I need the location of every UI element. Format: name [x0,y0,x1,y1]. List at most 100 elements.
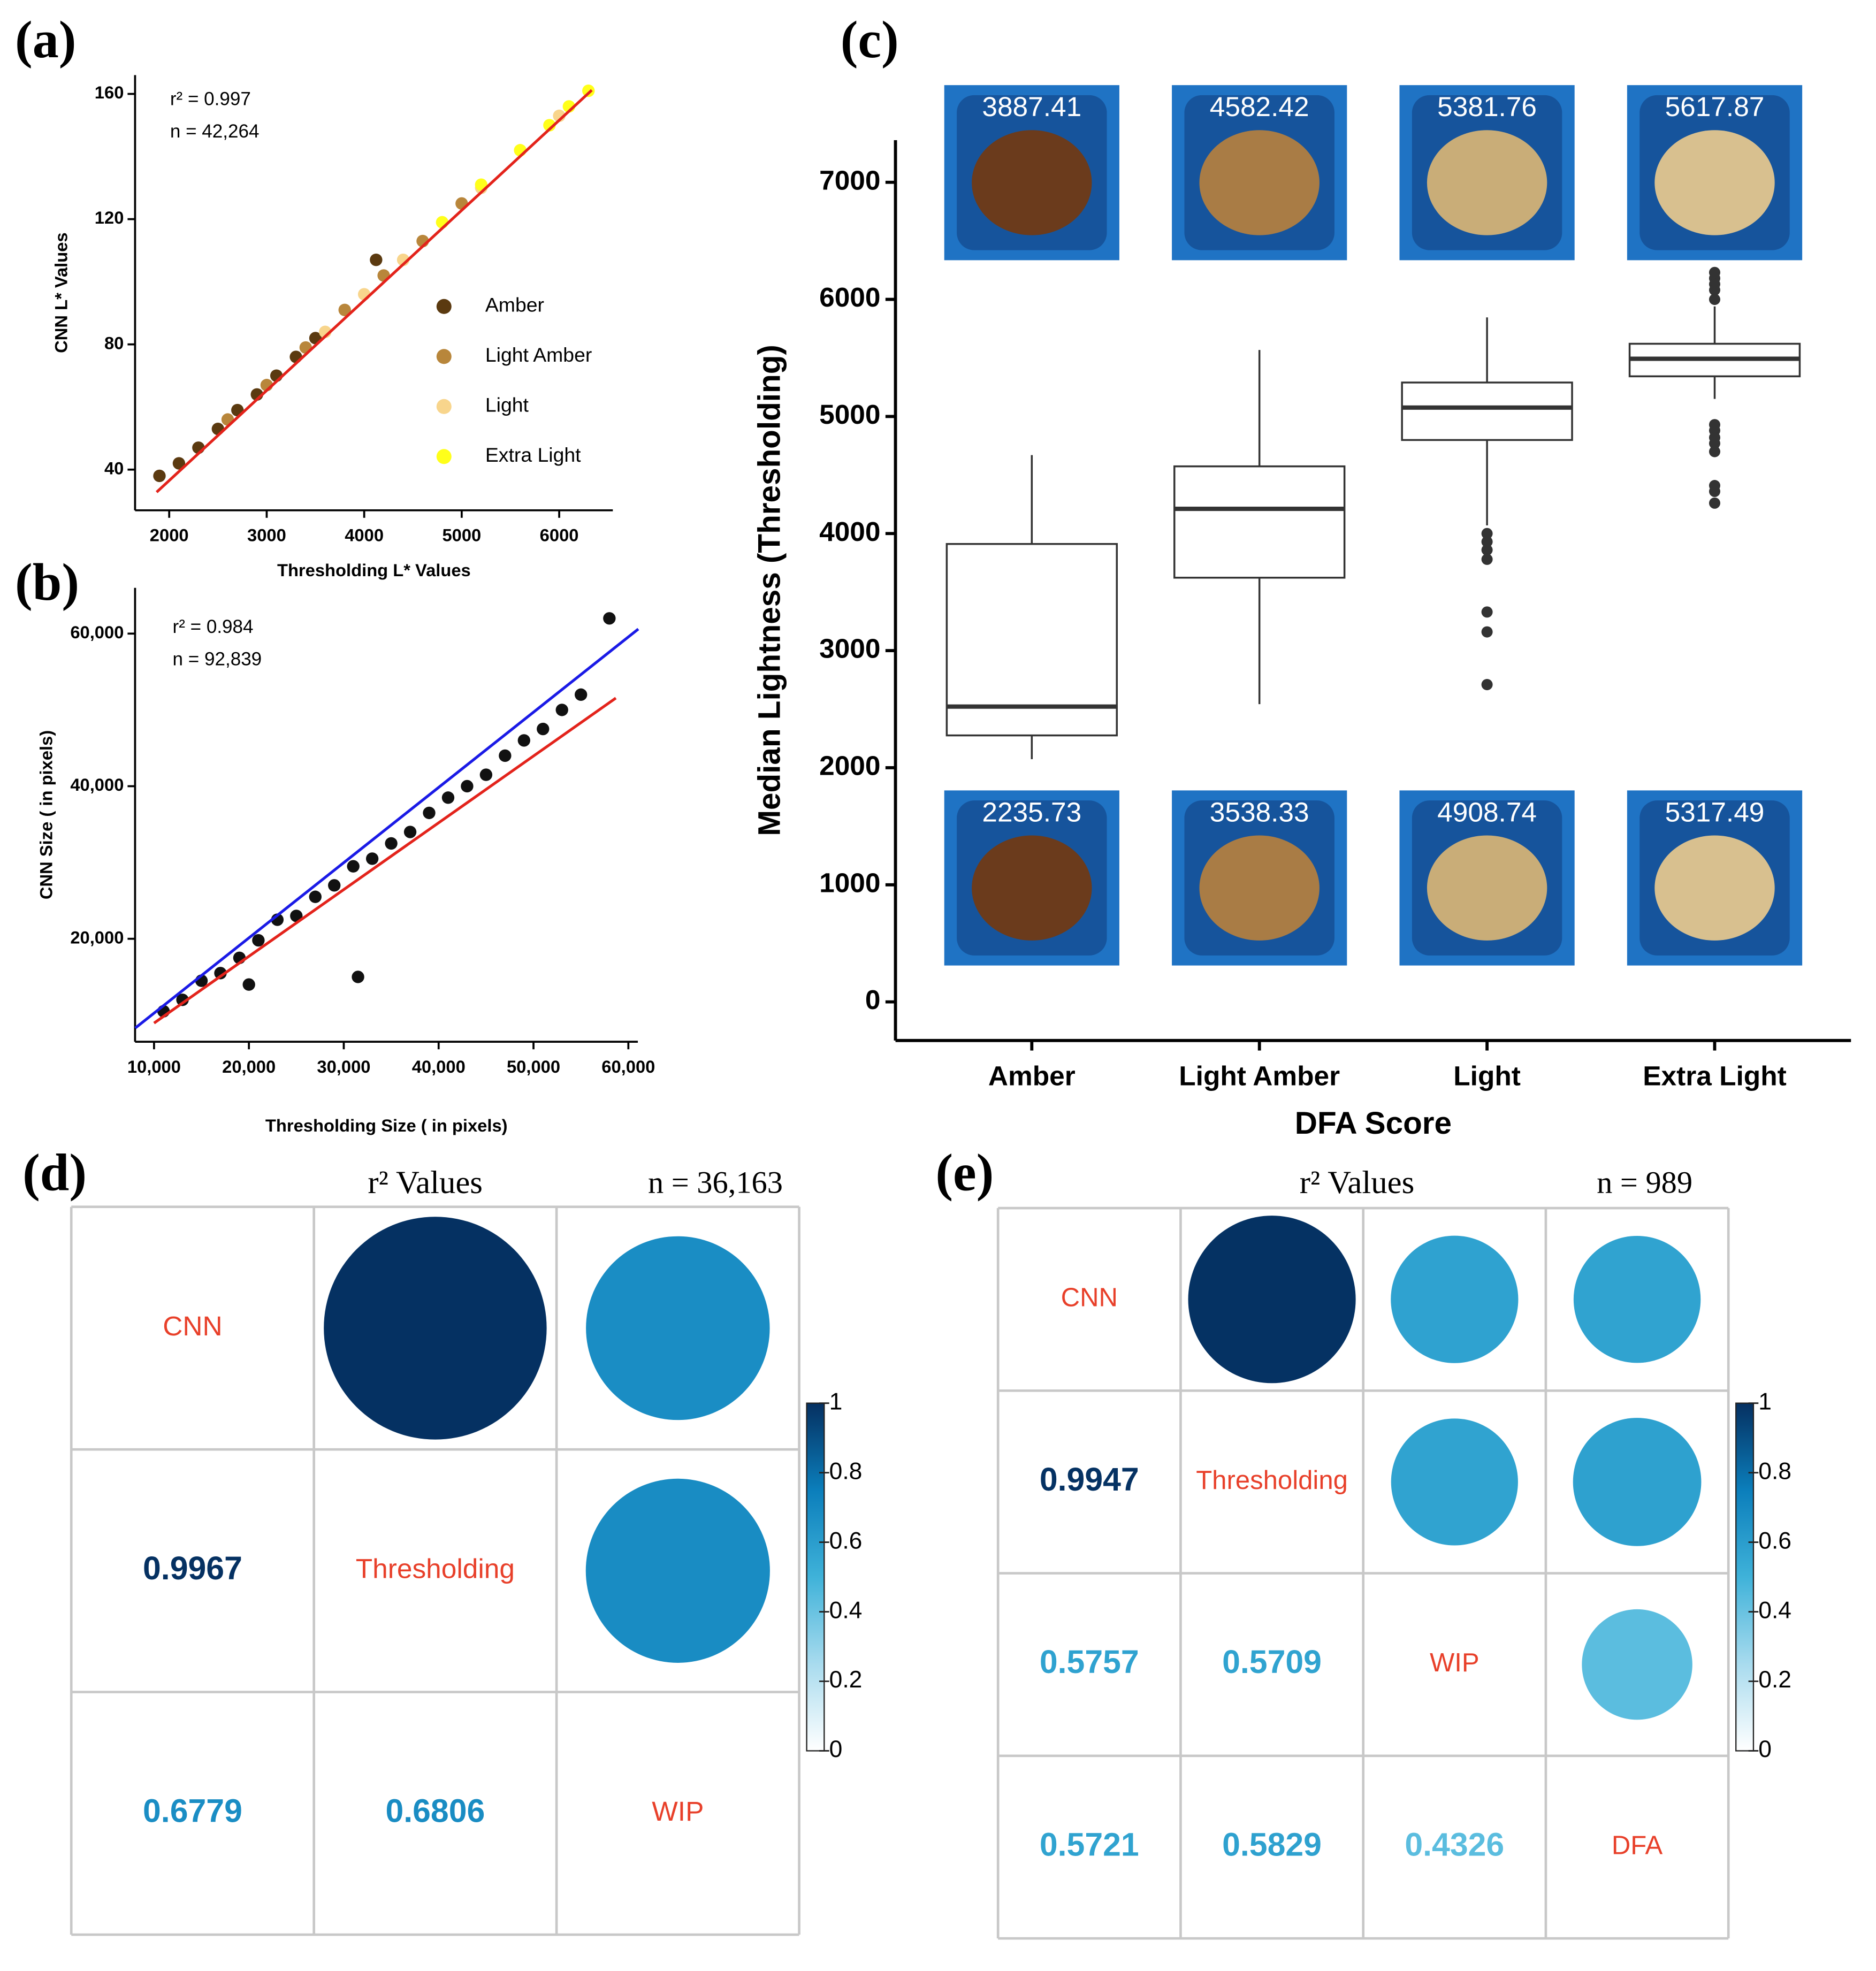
colorbar [806,1402,825,1752]
thumbnail-label: 5317.49 [1665,796,1765,827]
value-label: 0.5829 [1222,1826,1322,1862]
y-tick-label: 20,000 [70,927,124,947]
legend-label: Amber [485,294,544,316]
variable-label: Thresholding [1196,1466,1348,1495]
y-tick-label: 7000 [819,164,880,195]
colorbar-tick-label: 1 [829,1388,843,1415]
x-tick-label: 6000 [540,525,579,545]
x-tick-label: 20,000 [222,1057,276,1076]
thumbnail-label: 3887.41 [982,91,1081,122]
variable-label: WIP [652,1796,704,1827]
panel-label: (b) [15,554,79,612]
variable-label: WIP [1430,1648,1480,1677]
correlation-circle [1391,1235,1519,1363]
colorbar-tick-label: 0 [1758,1736,1772,1762]
point [290,910,303,922]
x-tick-label: Amber [988,1060,1076,1091]
value-label: 0.5709 [1222,1644,1322,1680]
walnut [1427,130,1547,235]
outlier [1709,446,1721,457]
point [309,890,322,903]
outlier [1709,438,1721,449]
walnut [972,130,1092,235]
correlation-circle [1573,1235,1701,1363]
walnut [1199,130,1320,235]
walnut [1427,835,1547,941]
x-tick-label: Extra Light [1643,1060,1786,1091]
fit-line [153,697,617,1025]
variable-label: CNN [163,1310,222,1341]
colorbar-tick-label: 0.6 [829,1527,863,1554]
thumbnail-label: 5617.87 [1665,91,1765,122]
y-tick-label: 6000 [819,281,880,312]
x-tick-label: 30,000 [317,1057,370,1076]
box [945,543,1118,737]
colorbar-tick-label: 0.4 [829,1597,863,1623]
x-tick-label: 5000 [442,525,481,545]
colorbar-tick-label: 1 [1758,1388,1772,1415]
outlier [1709,284,1721,296]
colorbar-tick-label: 0.2 [829,1667,863,1693]
sample-size: n = 36,163 [648,1165,783,1200]
chart-title: r² Values [368,1165,483,1201]
x-axis-title: Thresholding L* Values [277,560,471,580]
value-label: 0.9947 [1040,1461,1139,1498]
point [385,837,398,850]
x-axis-title: Thresholding Size ( in pixels) [265,1116,508,1135]
point [176,994,189,1006]
colorbar-tick-label: 0.4 [1758,1597,1791,1623]
point [365,852,379,865]
outlier [1481,544,1493,556]
correlation-circle [1188,1216,1356,1384]
point [403,826,417,838]
colorbar-tick-label: 0.2 [1758,1667,1791,1693]
legend-label: Light [485,394,529,416]
point [441,791,455,804]
y-tick-label: 3000 [819,633,880,664]
outlier [1481,536,1493,548]
outlier [1481,606,1493,618]
panel-label: (e) [935,1144,994,1202]
point [461,780,474,793]
x-tick-label: Light [1453,1060,1521,1091]
y-tick-label: 60,000 [70,622,124,642]
colorbar-tick-label: 0.8 [829,1458,863,1484]
fit-line [155,89,593,493]
point [582,84,595,97]
annotation: r² = 0.997 [170,88,251,109]
outlier [1481,553,1493,565]
point [423,806,436,820]
outlier [1481,528,1493,539]
x-tick-label: 50,000 [507,1057,560,1076]
legend-label: Light Amber [485,343,592,366]
fit-line [134,628,639,1029]
point [352,971,364,983]
walnut [1199,835,1320,941]
point [172,457,186,470]
legend-marker [436,399,452,414]
panel-label: (d) [22,1144,87,1202]
walnut [972,835,1092,941]
point [252,934,265,947]
point [537,722,550,736]
point [214,967,227,980]
box [1173,465,1346,579]
legend-marker [436,299,452,314]
legend-marker [436,449,452,464]
y-tick-label: 0 [865,984,881,1015]
variable-label: DFA [1612,1831,1663,1860]
colorbar [1735,1402,1755,1752]
correlation-circle [1582,1609,1692,1720]
point [289,350,302,363]
value-label: 0.6779 [143,1792,242,1829]
variable-label: CNN [1061,1284,1118,1312]
colorbar-tick-label: 0 [829,1736,843,1762]
thumbnail-label: 4908.74 [1437,796,1537,827]
y-tick-label: 160 [95,82,124,102]
panel-label: (c) [841,11,899,69]
variable-label: Thresholding [356,1553,515,1584]
x-tick-label: 2000 [150,525,189,545]
correlation-circle [1391,1418,1518,1546]
value-label: 0.6806 [385,1792,485,1829]
walnut [1654,130,1775,235]
